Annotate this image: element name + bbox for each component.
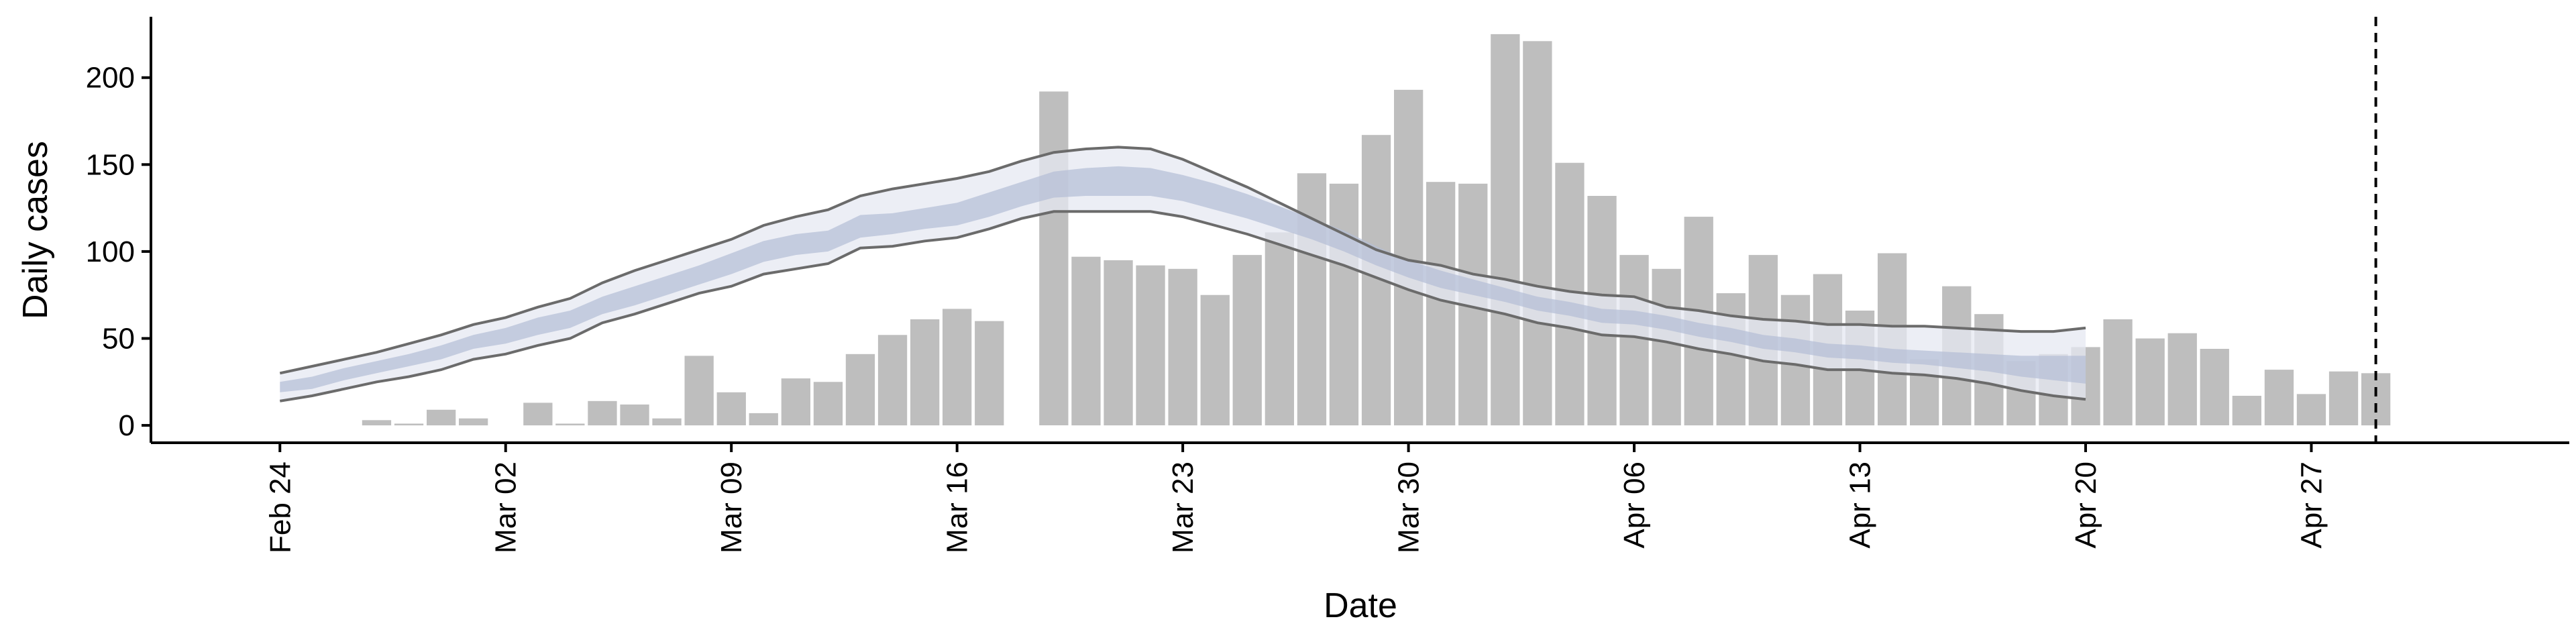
bar	[1491, 34, 1520, 426]
bar	[716, 392, 746, 425]
bar	[1168, 268, 1197, 426]
y-axis-title: Daily cases	[16, 141, 55, 319]
bar	[1329, 183, 1359, 426]
x-tick-label: Mar 23	[1167, 462, 1199, 553]
bar	[1523, 41, 1552, 426]
bar	[394, 423, 424, 426]
bar	[845, 354, 875, 426]
bar	[2135, 338, 2165, 426]
x-tick-label: Apr 27	[2295, 462, 2328, 549]
bar	[2328, 371, 2359, 425]
bar	[459, 418, 488, 426]
bar	[1426, 182, 1456, 426]
upper-bound-line	[279, 146, 2086, 375]
bar	[684, 356, 714, 426]
bar	[1039, 91, 1069, 425]
bar	[620, 405, 649, 426]
x-tick-label: Mar 09	[715, 462, 748, 553]
y-tick-label: 200	[86, 62, 135, 95]
x-tick-label: Mar 02	[490, 462, 523, 553]
bar	[1619, 255, 1649, 426]
y-tick-label: 0	[119, 409, 135, 442]
x-tick-label: Apr 13	[1844, 462, 1877, 549]
bar	[2232, 396, 2261, 426]
bar	[2167, 333, 2197, 426]
axes-layer: 0 50 100 150 200 Feb 24 Mar 02 Mar 09 Mar 16 Mar …	[86, 17, 2569, 553]
bar	[523, 402, 553, 426]
bar	[1652, 268, 1681, 426]
bar	[975, 321, 1004, 426]
bar	[1136, 265, 1165, 425]
bar	[362, 420, 392, 426]
bar	[1200, 294, 1230, 426]
y-tick-label: 50	[102, 322, 135, 355]
x-tick-label: Apr 20	[2070, 462, 2102, 549]
bar	[781, 378, 810, 426]
bars-layer	[362, 34, 2391, 426]
x-tick-label: Apr 06	[1618, 462, 1651, 549]
credible-band-layer	[279, 146, 2086, 402]
x-tick-label: Feb 24	[264, 462, 297, 553]
bar	[813, 382, 843, 426]
bar	[2103, 319, 2133, 426]
x-tick-label: Mar 30	[1393, 462, 1426, 553]
y-tick-label: 150	[86, 148, 135, 181]
bar	[1071, 256, 1101, 426]
bar	[2361, 373, 2391, 426]
bar	[2264, 370, 2294, 425]
bar	[427, 409, 456, 426]
x-axis-title: Date	[1324, 586, 1397, 625]
bar	[943, 309, 972, 426]
x-tick-label: Mar 16	[941, 462, 974, 553]
bar	[910, 319, 940, 426]
bar	[1297, 173, 1327, 426]
bar	[2200, 349, 2229, 425]
y-tick-label: 100	[86, 235, 135, 268]
bar	[588, 400, 617, 426]
bar	[652, 418, 682, 426]
lower-bound-line	[279, 210, 2086, 402]
bar	[1265, 232, 1294, 426]
bar	[1232, 255, 1262, 426]
bar	[1104, 260, 1133, 426]
bar	[555, 423, 585, 426]
bar	[749, 413, 778, 425]
bar	[2296, 394, 2326, 426]
bar	[877, 335, 908, 426]
